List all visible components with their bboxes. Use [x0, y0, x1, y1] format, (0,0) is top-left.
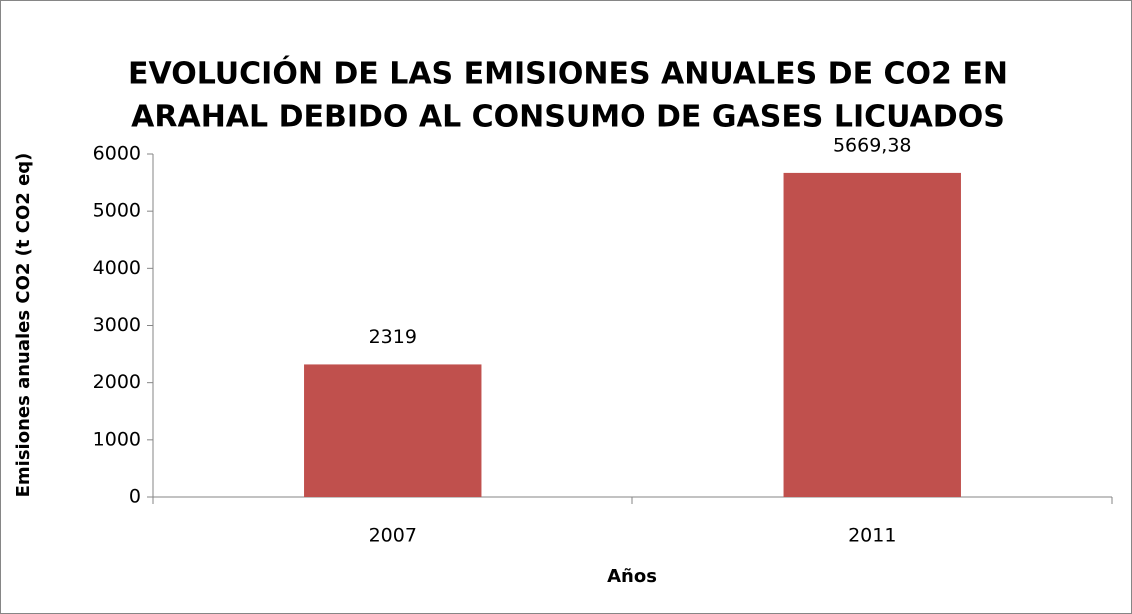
y-tick-label: 1000 — [93, 428, 141, 450]
x-tick-label: 2011 — [848, 525, 896, 547]
y-axis-title: Emisiones anuales CO2 (t CO2 eq) — [13, 153, 34, 498]
x-tick-label: 2007 — [369, 525, 417, 547]
chart-title: EVOLUCIÓN DE LAS EMISIONES ANUALES DE CO… — [128, 55, 1008, 92]
y-tick-label: 2000 — [93, 371, 141, 393]
bar — [304, 364, 482, 497]
y-tick-label: 6000 — [93, 143, 141, 165]
y-tick-label: 0 — [129, 486, 141, 508]
bar — [783, 172, 961, 497]
y-tick-label: 4000 — [93, 257, 141, 279]
x-axis-title: Años — [607, 566, 657, 587]
y-tick-label: 3000 — [93, 314, 141, 336]
data-label: 5669,38 — [833, 134, 912, 156]
data-label: 2319 — [369, 326, 417, 348]
chart-title: ARAHAL DEBIDO AL CONSUMO DE GASES LICUAD… — [131, 100, 1005, 135]
y-tick-label: 5000 — [93, 200, 141, 222]
